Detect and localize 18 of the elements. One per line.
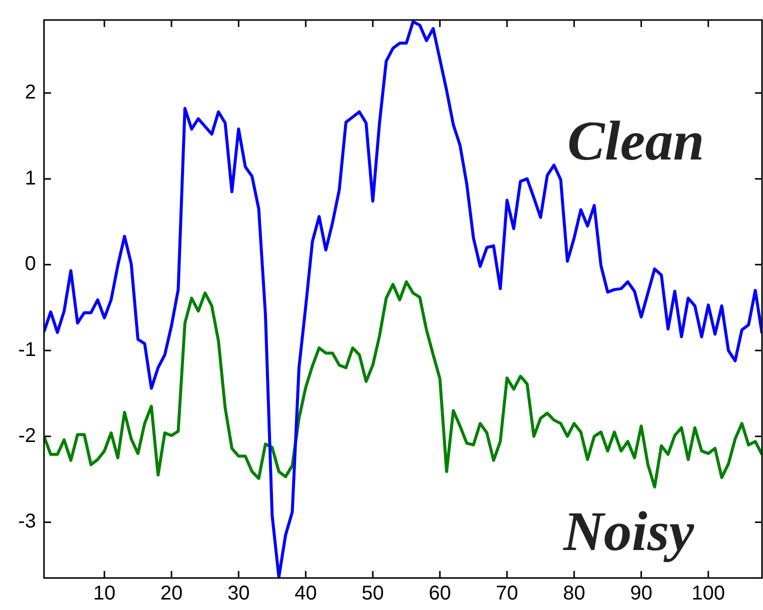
- y-tick-label: 0: [24, 253, 36, 276]
- y-tick-label: 2: [24, 81, 36, 104]
- series-label: Noisy: [562, 501, 696, 564]
- x-tick-label: 30: [227, 582, 250, 605]
- y-tick-label: -2: [18, 424, 36, 447]
- y-tick-label: -3: [18, 510, 36, 533]
- x-tick-label: 50: [362, 582, 384, 605]
- y-tick-label: -1: [18, 339, 36, 362]
- x-tick-label: 40: [294, 582, 317, 605]
- x-tick-label: 70: [496, 582, 518, 605]
- y-tick-label: 1: [24, 167, 36, 190]
- x-tick-label: 80: [562, 582, 586, 605]
- series-label: Clean: [567, 110, 704, 172]
- x-tick-label: 100: [692, 582, 726, 605]
- x-tick-label: 90: [630, 582, 652, 605]
- x-tick-label: 10: [93, 582, 116, 605]
- x-tick-label: 60: [428, 582, 452, 605]
- x-tick-label: 20: [160, 582, 183, 605]
